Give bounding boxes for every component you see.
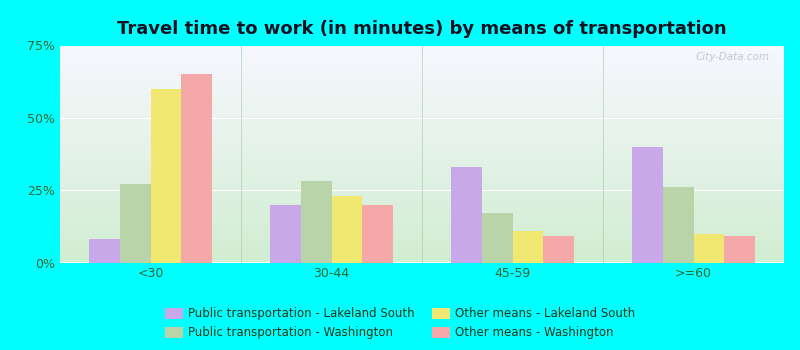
Bar [694,233,724,262]
Bar [482,213,513,262]
Bar [89,239,120,262]
Bar [182,75,212,262]
Bar [543,237,574,262]
Text: City-Data.com: City-Data.com [695,52,770,62]
Bar [120,184,150,262]
Bar [451,167,482,262]
Bar [632,147,662,262]
Bar [301,182,331,262]
Bar [662,187,694,262]
Bar [270,205,301,262]
Bar [513,231,543,262]
Legend: Public transportation - Lakeland South, Public transportation - Washington, Othe: Public transportation - Lakeland South, … [161,303,639,344]
Bar [724,237,755,262]
Title: Travel time to work (in minutes) by means of transportation: Travel time to work (in minutes) by mean… [117,20,727,38]
Bar [150,89,182,262]
Bar [331,196,362,262]
Bar [362,205,393,262]
